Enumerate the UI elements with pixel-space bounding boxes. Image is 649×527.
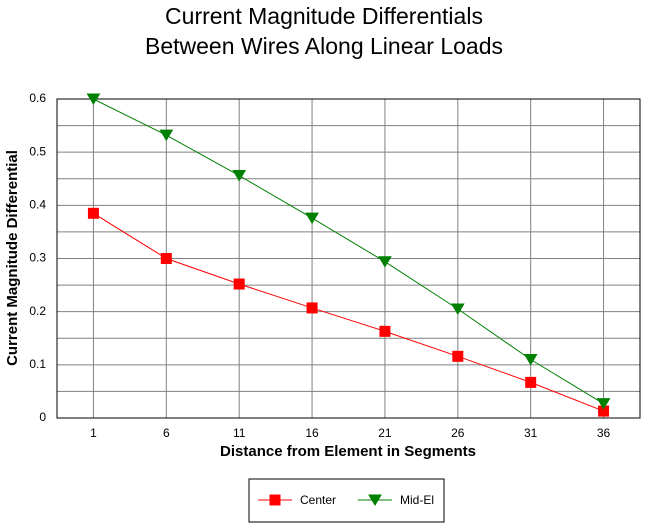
x-tick-label: 11 — [233, 426, 246, 440]
chart-subtitle: Between Wires Along Linear Loads — [145, 33, 503, 59]
x-axis-title: Distance from Element in Segments — [220, 443, 476, 460]
marker — [452, 350, 464, 362]
x-tick-label: 21 — [378, 426, 392, 440]
y-tick-label: 0.1 — [29, 357, 46, 371]
marker — [368, 494, 382, 506]
marker — [305, 212, 319, 225]
y-tick-label: 0.3 — [29, 251, 46, 265]
x-tick-label: 16 — [305, 426, 319, 440]
marker — [596, 398, 611, 410]
y-tick-label: 0.5 — [29, 144, 46, 158]
series-line — [93, 98, 604, 405]
y-tick-label: 0.2 — [29, 304, 46, 318]
series-line — [93, 212, 604, 412]
x-tick-label: 26 — [451, 426, 465, 440]
marker — [525, 376, 537, 388]
y-axis-title: Current Magnitude Differential — [4, 150, 21, 366]
marker — [450, 303, 465, 315]
marker — [306, 302, 318, 314]
chart-title: Current Magnitude Differentials — [165, 3, 483, 29]
x-tick-label: 36 — [597, 426, 611, 440]
marker — [86, 93, 101, 105]
marker — [269, 494, 281, 506]
marker — [232, 170, 247, 182]
marker — [159, 129, 174, 142]
x-tick-label: 1 — [90, 426, 97, 440]
plot-border — [56, 98, 641, 419]
marker — [160, 253, 172, 264]
x-tick-label: 31 — [524, 426, 538, 440]
y-tick-label: 0.6 — [29, 91, 46, 105]
legend-label: Mid-El — [400, 493, 434, 507]
marker — [523, 354, 538, 366]
marker — [87, 207, 99, 219]
y-tick-label: 0 — [39, 410, 46, 424]
y-tick-label: 0.4 — [29, 198, 46, 212]
legend-label: Center — [300, 493, 336, 507]
marker — [379, 325, 391, 337]
marker — [233, 278, 245, 290]
marker — [378, 256, 392, 268]
x-tick-label: 6 — [163, 426, 170, 440]
